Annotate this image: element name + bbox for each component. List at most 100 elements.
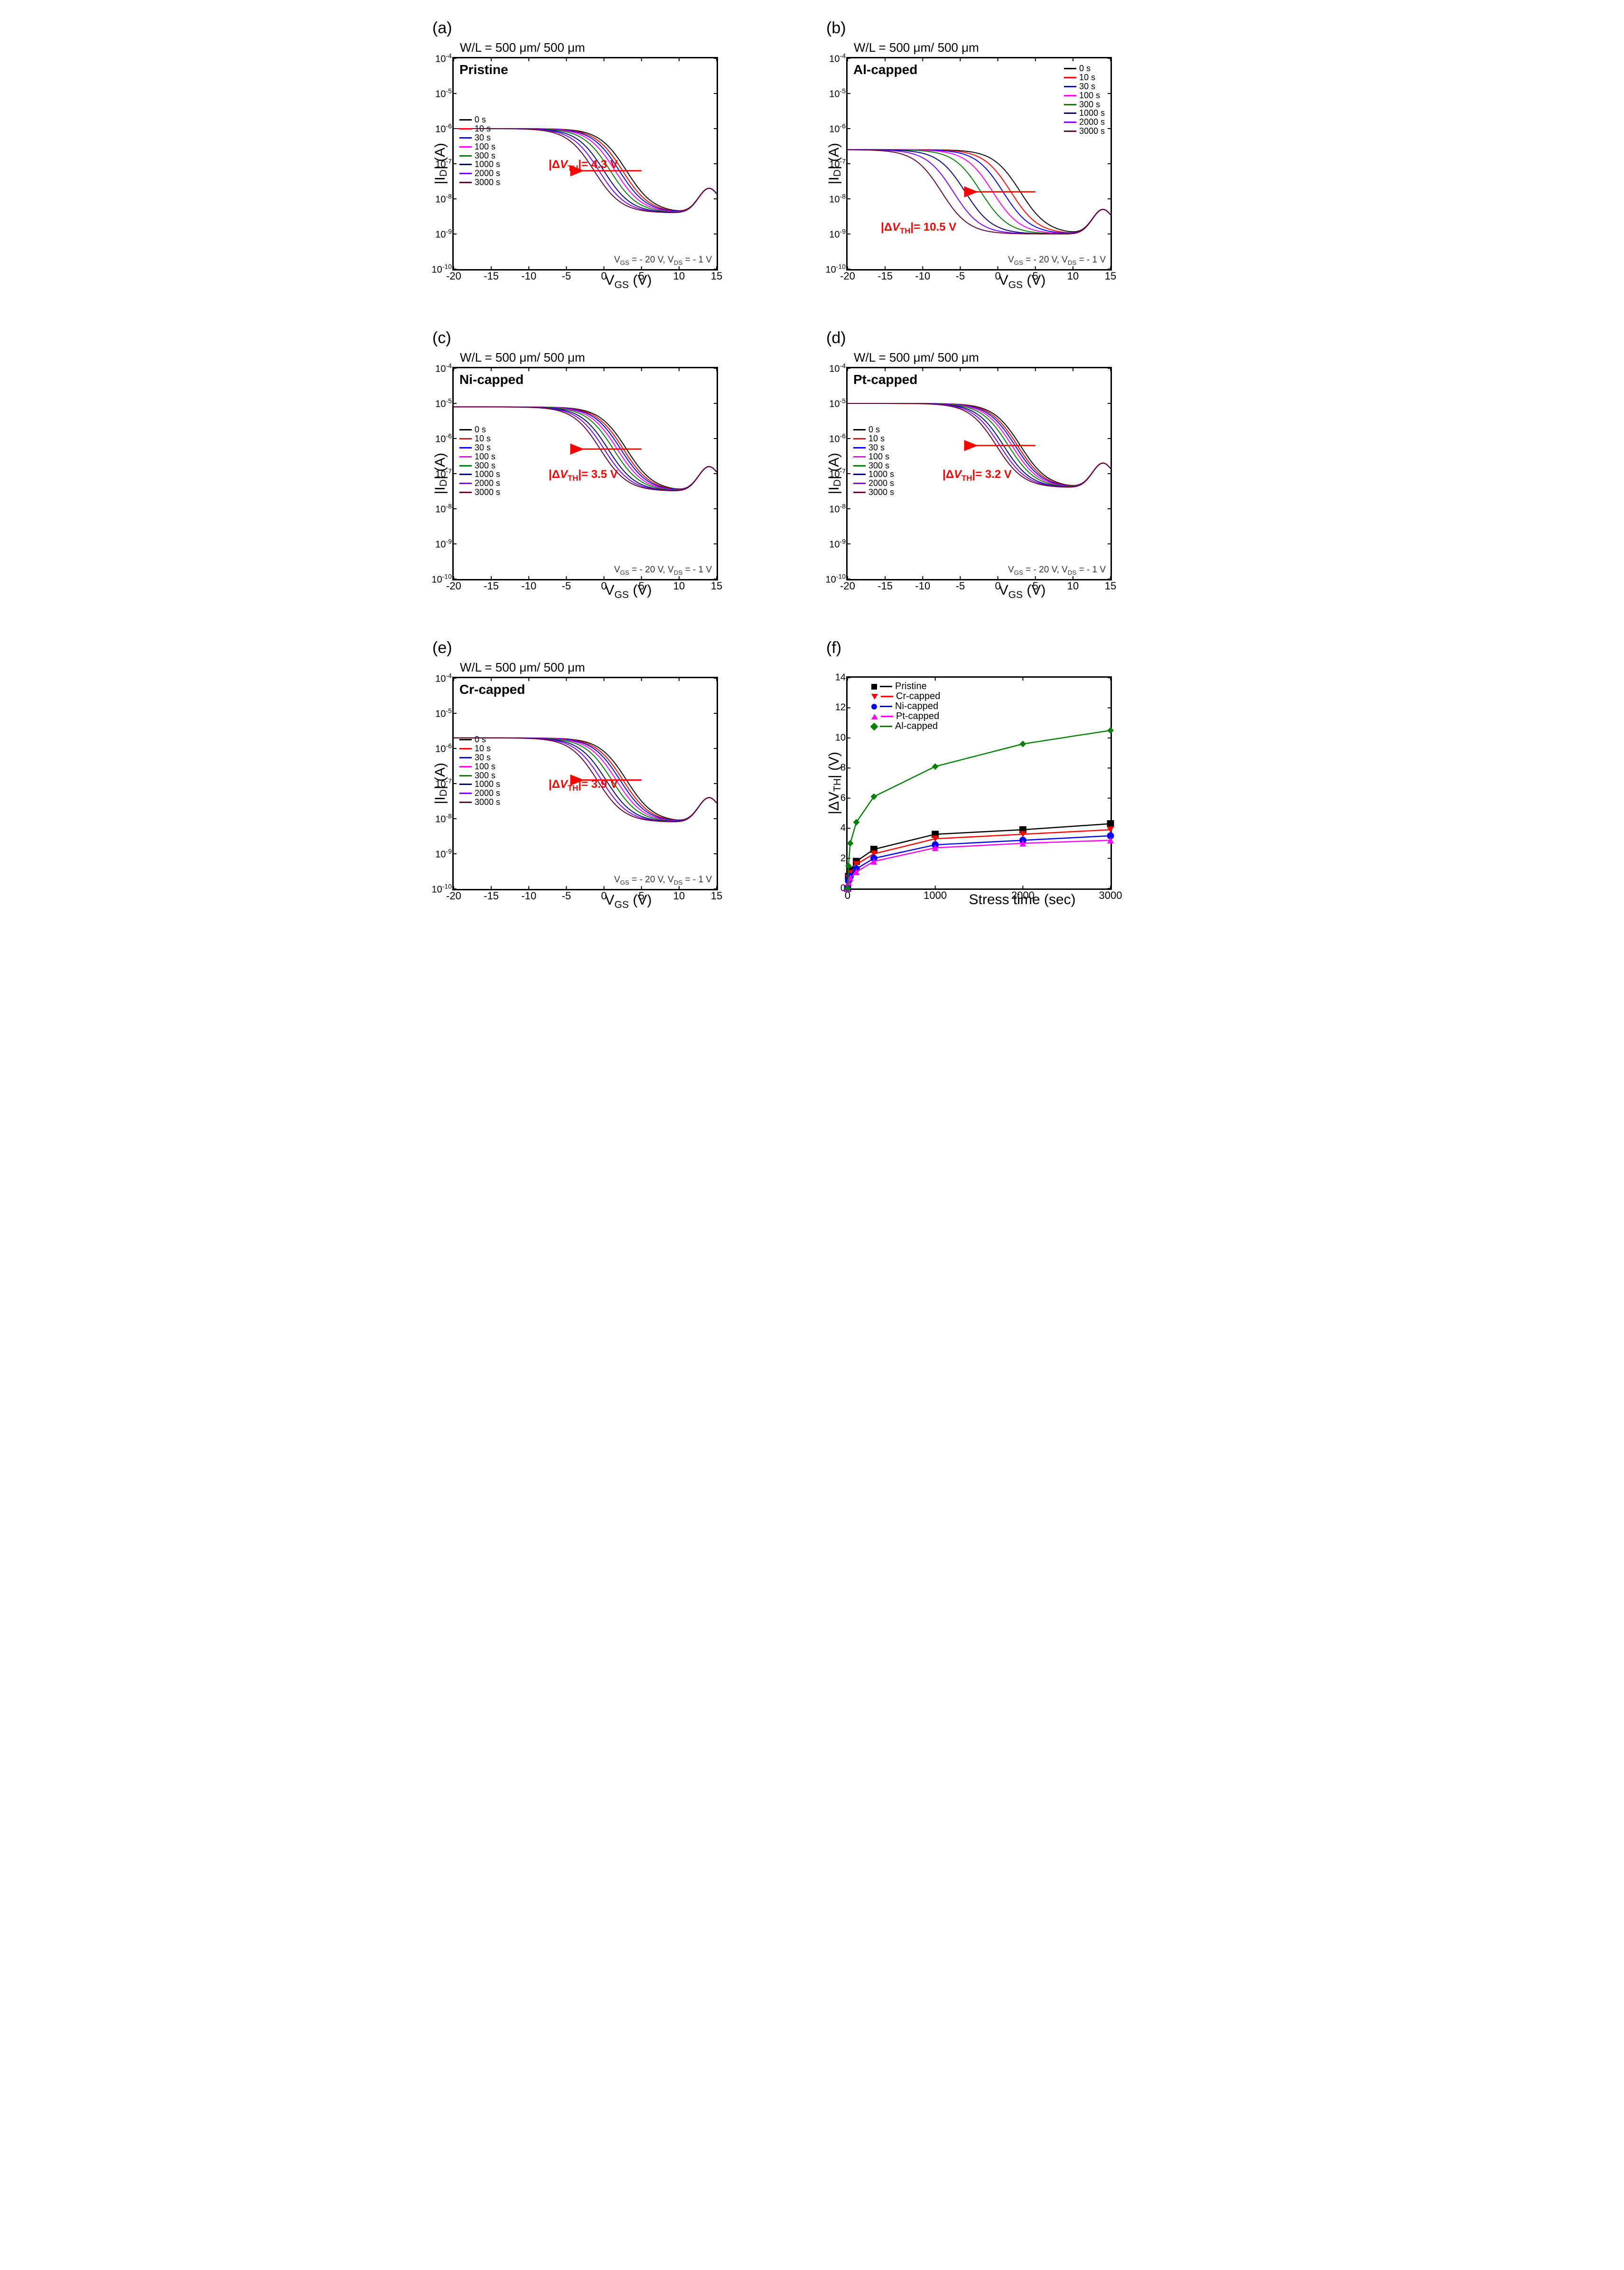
panel-d: (d)W/L = 500 μm/ 500 μm|ID| (A)Pt-capped… [826,329,1192,601]
legend-item: 1000 s [459,780,500,789]
wl-note: W/L = 500 μm/ 500 μm [854,350,1192,365]
legend-item: 3000 s [459,488,500,497]
legend: 0 s10 s30 s100 s300 s1000 s2000 s3000 s [459,735,500,807]
legend-item: 0 s [459,115,500,124]
legend-item: 10 s [459,744,500,753]
x-ticks: -20-15-10-5051015 [454,890,717,903]
series-line [848,824,1111,888]
x-tick: -15 [484,580,499,592]
panel-label: (c) [432,329,798,347]
y-tick: 10-4 [829,52,846,65]
x-tick: 10 [673,270,685,282]
y-tick: 10-9 [829,228,846,241]
y-tick: 10-5 [435,707,452,720]
wl-note: W/L = 500 μm/ 500 μm [854,40,1192,55]
x-tick: 1000 [924,889,947,902]
panel-label: (d) [826,329,1192,347]
y-tick: 10-7 [435,777,452,790]
y-tick: 10-6 [435,742,452,755]
plot-frame: Ni-capped10-1010-910-810-710-610-510-4-2… [452,367,718,580]
x-tick: -10 [521,270,536,282]
y-tick: 10-4 [829,362,846,375]
legend-item: 2000 s [459,479,500,488]
panel-a: (a)W/L = 500 μm/ 500 μm|ID| (A)Pristine1… [432,19,798,291]
x-tick: -5 [956,270,965,282]
panel-b: (b)W/L = 500 μm/ 500 μm|ID| (A)Al-capped… [826,19,1192,291]
y-tick: 10-5 [435,87,452,100]
y-tick: 10-9 [435,228,452,241]
y-tick: 10-6 [829,122,846,135]
x-tick: 0 [995,580,1000,592]
x-tick: 5 [639,270,644,282]
y-tick: 10-6 [829,432,846,445]
y-tick: 10-6 [435,122,452,135]
delta-vth-label: |ΔVTH|= 4.3 V [549,158,618,173]
y-tick: 12 [835,702,846,713]
panel-label: (b) [826,19,1192,37]
legend-item: 10 s [853,434,894,443]
y-ticks: 02468101214 [824,678,847,888]
legend-item: 3000 s [853,488,894,497]
legend: 0 s10 s30 s100 s300 s1000 s2000 s3000 s [459,425,500,497]
x-tick: 5 [1033,270,1038,282]
legend-item: 0 s [853,425,894,434]
x-tick: -20 [446,890,461,902]
x-tick: 0 [995,270,1000,282]
x-ticks: 0100020003000 [848,889,1111,903]
y-tick: 4 [840,823,846,834]
x-tick: 5 [1033,580,1038,592]
y-tick: 10-4 [435,52,452,65]
series-line [848,730,1111,888]
legend-item: 100 s [853,452,894,461]
legend-item: 300 s [459,461,500,470]
legend-item: 300 s [459,771,500,780]
legend-item: 2000 s [1064,118,1105,127]
x-tick: -15 [484,270,499,282]
legend-item: 100 s [459,762,500,771]
x-tick: -20 [446,270,461,282]
x-tick: -5 [956,580,965,592]
panel-c: (c)W/L = 500 μm/ 500 μm|ID| (A)Ni-capped… [432,329,798,601]
wl-note: W/L = 500 μm/ 500 μm [460,350,798,365]
x-tick: -20 [446,580,461,592]
x-tick: -20 [840,270,855,282]
x-tick: 2000 [1011,889,1035,902]
y-ticks: 10-1010-910-810-710-610-510-4 [824,58,847,269]
legend-item: 300 s [459,151,500,160]
y-tick: 2 [840,853,846,864]
legend-item: 2000 s [853,479,894,488]
legend-item: 30 s [459,443,500,452]
legend-item: 30 s [459,133,500,142]
legend-item: 1000 s [1064,109,1105,118]
legend-item: 10 s [459,434,500,443]
y-tick: 10-9 [435,538,452,551]
y-tick: 10-7 [829,158,846,170]
plot-frame: Pt-capped10-1010-910-810-710-610-510-4-2… [846,367,1112,580]
y-tick: 10-4 [435,362,452,375]
legend-item: 2000 s [459,789,500,798]
legend: PristineCr-cappedNi-cappedPt-cappedAl-ca… [871,682,940,731]
condition-note: VGS = - 20 V, VDS = - 1 V [614,255,712,266]
delta-vth-label: |ΔVTH|= 3.9 V [549,778,618,793]
y-tick: 10-4 [435,672,452,685]
legend-item: Pristine [871,682,940,691]
panel-label: (a) [432,19,798,37]
y-tick: 10-5 [435,397,452,410]
legend-item: Cr-capped [871,691,940,701]
condition-note: VGS = - 20 V, VDS = - 1 V [1008,565,1106,576]
panel-e: (e)W/L = 500 μm/ 500 μm|ID| (A)Cr-capped… [432,639,798,911]
x-tick: 10 [1067,270,1079,282]
delta-vth-label: |ΔVTH|= 10.5 V [881,221,956,236]
legend: 0 s10 s30 s100 s300 s1000 s2000 s3000 s [1064,64,1105,136]
x-tick: -10 [521,580,536,592]
y-tick: 10-7 [435,158,452,170]
legend-item: 1000 s [459,160,500,169]
y-tick: 10-6 [435,432,452,445]
x-tick: 0 [601,580,607,592]
legend-item: 10 s [1064,73,1105,82]
x-tick: -15 [877,580,893,592]
legend-item: 100 s [459,452,500,461]
legend-item: 3000 s [459,178,500,187]
x-ticks: -20-15-10-5051015 [454,270,717,283]
legend-item: 0 s [459,425,500,434]
